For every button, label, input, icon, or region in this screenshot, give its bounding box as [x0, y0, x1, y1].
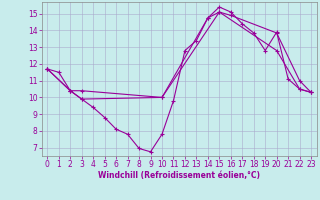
- X-axis label: Windchill (Refroidissement éolien,°C): Windchill (Refroidissement éolien,°C): [98, 171, 260, 180]
